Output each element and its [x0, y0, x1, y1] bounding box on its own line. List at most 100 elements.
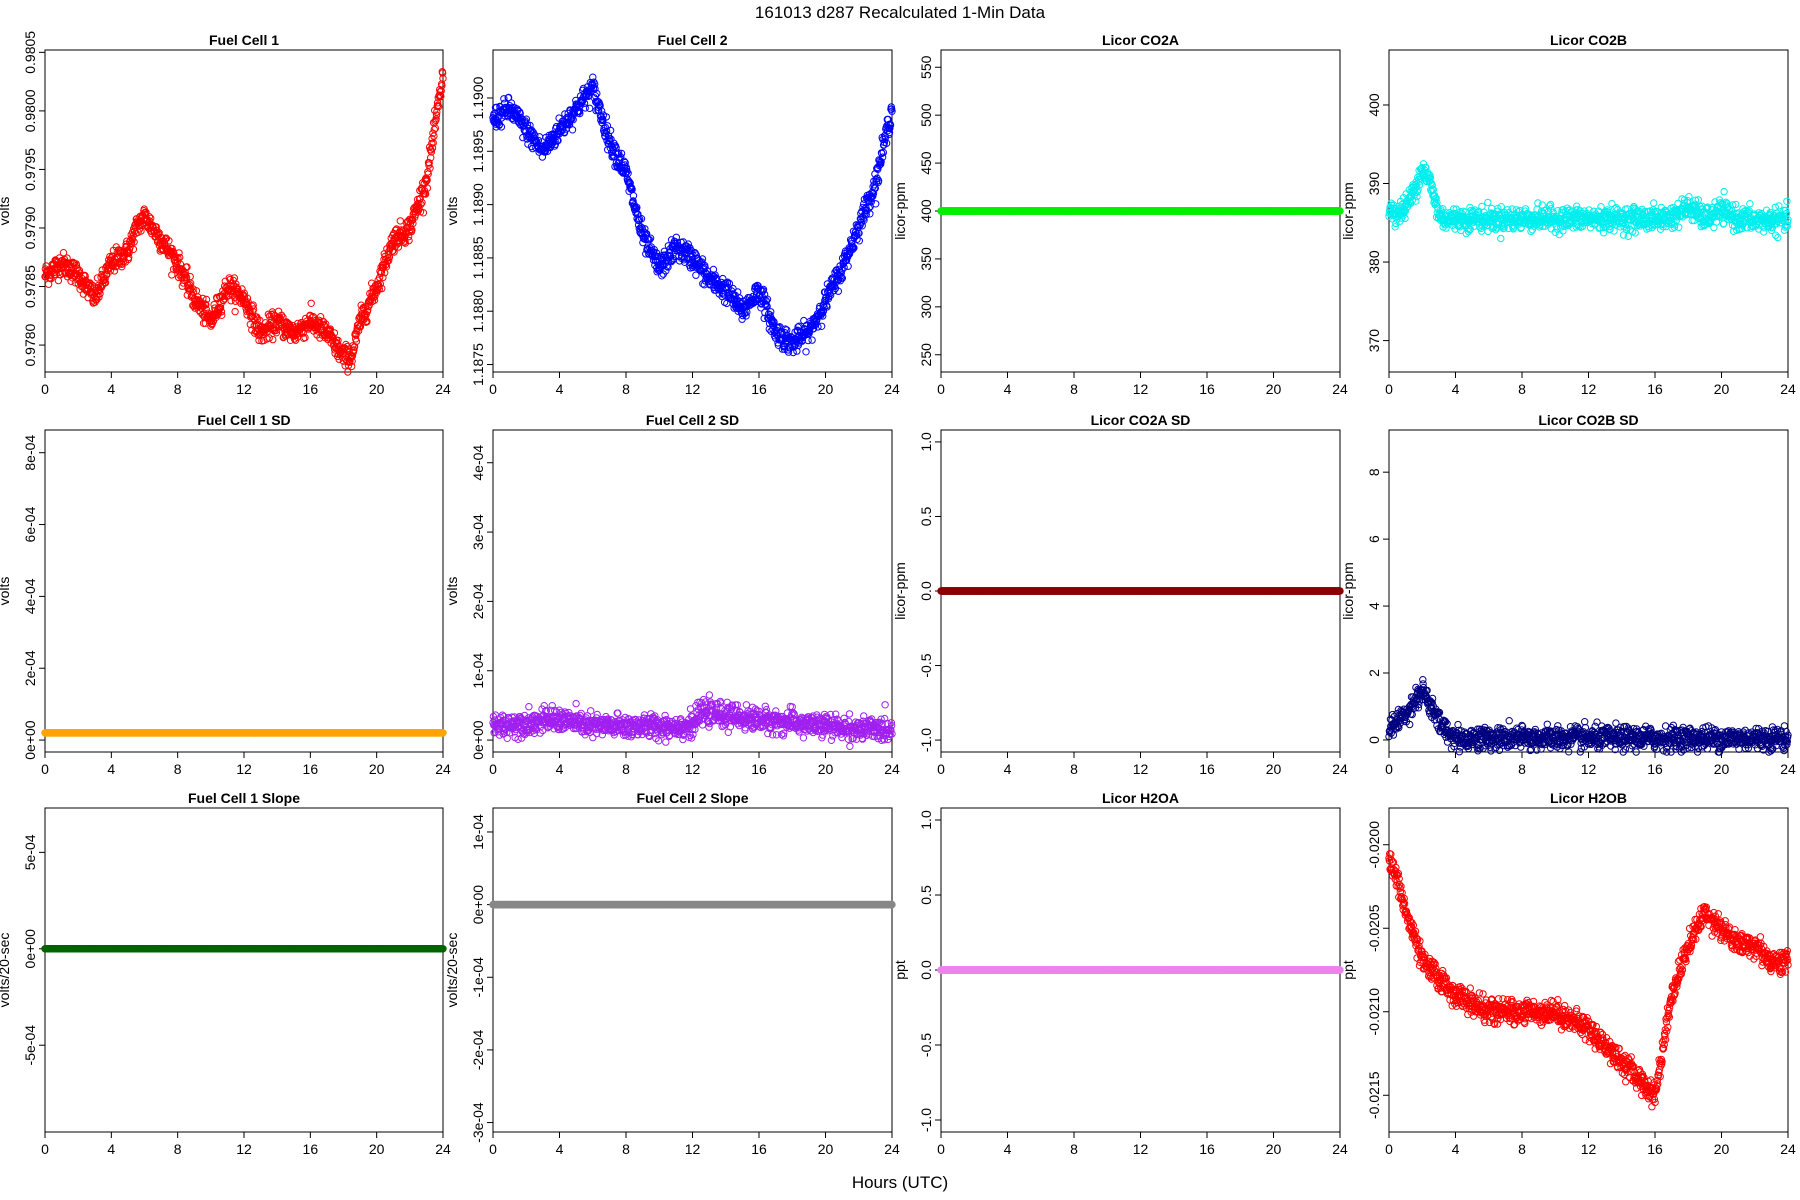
data-point — [377, 268, 386, 276]
y-tick-label: 400 — [918, 199, 934, 223]
data-point — [591, 80, 599, 88]
y-tick-label: 390 — [1366, 172, 1382, 196]
y-tick-label: 400 — [1366, 93, 1382, 117]
data-point — [1497, 234, 1505, 243]
y-tick-label: 2e-04 — [22, 650, 38, 686]
data-point — [1484, 198, 1492, 207]
plot-frame — [44, 49, 444, 373]
data-point — [1783, 197, 1791, 206]
x-tick-label: 8 — [1518, 381, 1526, 397]
y-tick-label: 0.9785 — [22, 265, 38, 308]
data-point — [504, 93, 513, 102]
data-point — [581, 104, 589, 112]
x-tick-label: 0 — [1385, 381, 1393, 397]
y-tick-label: 0.9790 — [22, 206, 38, 249]
plot-frame — [44, 429, 444, 753]
data-point — [265, 334, 273, 342]
data-point — [389, 247, 397, 255]
data-point — [354, 327, 363, 335]
data-point — [385, 256, 393, 265]
x-tick-label: 4 — [556, 381, 564, 397]
data-point — [344, 361, 353, 370]
x-tick-label: 24 — [884, 381, 900, 397]
data-point — [427, 148, 436, 156]
data-point — [202, 295, 211, 304]
x-tick-label: 8 — [174, 381, 182, 397]
data-point — [59, 249, 68, 257]
data-point — [269, 335, 277, 344]
y-tick-label: 0.9805 — [22, 31, 38, 74]
data-point — [585, 104, 594, 113]
y-axis-label: volts — [0, 577, 12, 606]
x-tick-label: 4 — [107, 381, 115, 397]
y-axis-label: licor-ppm — [1340, 182, 1356, 240]
data-point — [129, 245, 138, 254]
data-point — [427, 154, 435, 162]
data-point — [183, 263, 191, 271]
data-point — [348, 357, 356, 365]
data-points — [937, 207, 1344, 215]
data-point — [47, 274, 55, 283]
data-point — [175, 249, 183, 257]
data-points — [489, 73, 896, 357]
data-point — [423, 184, 432, 192]
data-point — [125, 253, 133, 262]
x-tick-label: 0 — [937, 381, 945, 397]
data-point — [378, 284, 386, 293]
data-point — [385, 253, 394, 261]
data-point — [350, 346, 358, 354]
data-point — [425, 159, 433, 167]
data-point — [301, 333, 309, 342]
x-tick-label: 8 — [1070, 381, 1078, 397]
data-point — [551, 140, 560, 149]
x-tick-label: 20 — [818, 381, 834, 397]
data-point — [298, 327, 306, 336]
x-tick-label: 24 — [1780, 381, 1796, 397]
data-point — [371, 292, 379, 300]
data-point — [576, 109, 584, 118]
data-point — [522, 119, 530, 127]
x-tick-label: 8 — [622, 381, 630, 397]
x-tick-label: 12 — [1581, 381, 1597, 397]
data-points — [41, 729, 447, 737]
data-point — [1760, 228, 1768, 236]
data-point — [101, 279, 110, 287]
data-point — [145, 213, 154, 221]
y-tick-label: 1.1890 — [470, 183, 486, 226]
data-point — [855, 237, 863, 245]
data-points — [41, 68, 447, 376]
figure-title: 161013 d287 Recalculated 1-Min Data — [755, 3, 1046, 22]
data-point — [110, 267, 119, 275]
data-point — [606, 126, 615, 135]
data-point — [137, 227, 145, 235]
x-tick-label: 4 — [107, 761, 115, 777]
data-point — [315, 316, 323, 324]
y-tick-label: 0.9780 — [22, 323, 38, 366]
data-point — [435, 91, 444, 99]
data-point — [1720, 187, 1728, 196]
panel-title: Fuel Cell 2 — [657, 32, 727, 48]
y-tick-label: 370 — [1366, 329, 1382, 353]
y-tick-label: 500 — [918, 103, 934, 127]
data-point — [202, 305, 210, 313]
data-point — [390, 248, 398, 256]
data-point — [63, 254, 71, 262]
data-point — [75, 266, 84, 275]
data-point — [101, 275, 109, 283]
y-tick-label: 300 — [918, 295, 934, 319]
data-point — [201, 300, 209, 308]
data-point — [497, 123, 506, 131]
data-point — [432, 115, 440, 123]
data-point — [54, 276, 63, 285]
data-point — [356, 323, 365, 331]
data-point — [153, 226, 161, 235]
panel-title: Licor CO2B — [1550, 32, 1627, 48]
data-point — [419, 209, 428, 217]
data-point — [318, 322, 326, 331]
data-point — [218, 311, 226, 319]
data-point — [428, 144, 437, 152]
